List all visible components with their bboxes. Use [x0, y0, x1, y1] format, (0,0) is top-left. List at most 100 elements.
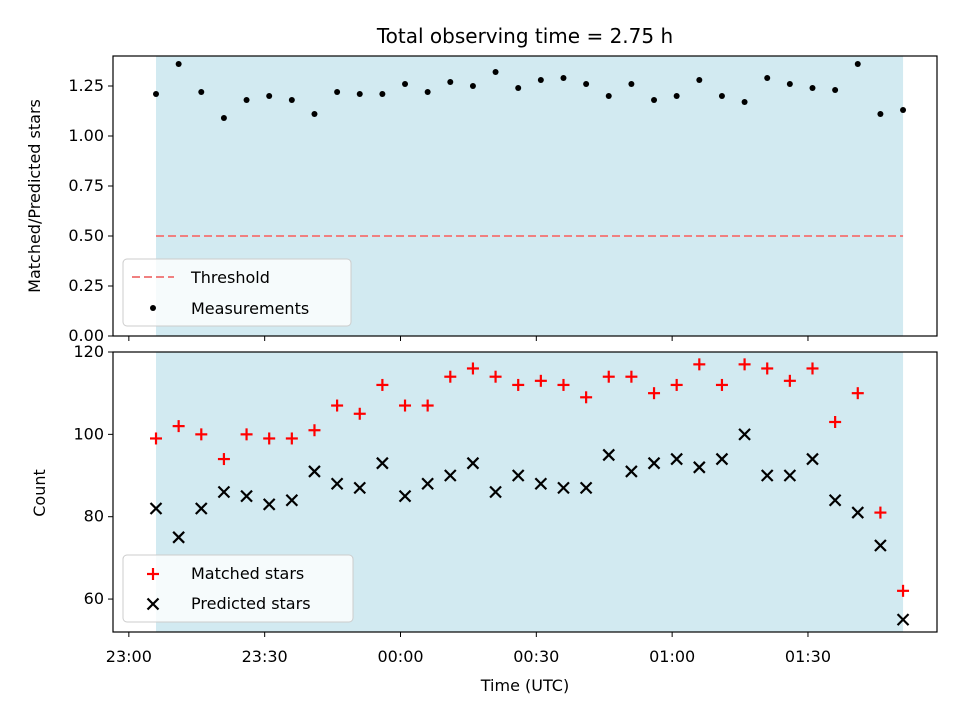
predicted-star-point	[806, 452, 819, 466]
legend-measurement-swatch	[150, 305, 156, 311]
measurement-point	[718, 93, 725, 99]
predicted-star-point	[602, 448, 616, 462]
measurement-point	[402, 81, 409, 87]
count-plot-frame	[112, 351, 938, 633]
predicted-star-point	[783, 469, 797, 482]
matched-star-point	[376, 378, 389, 391]
measurement-point	[786, 81, 793, 87]
matched-star-point	[240, 428, 253, 441]
matched-star-point	[715, 378, 728, 391]
matched-star-point	[738, 358, 751, 371]
measurement-point	[288, 97, 295, 103]
matched-star-point	[285, 432, 298, 445]
predicted-star-point	[149, 502, 163, 515]
predicted-star-point	[760, 469, 774, 482]
measurement-point	[243, 97, 250, 103]
measurement-point	[492, 69, 499, 75]
matched-star-point	[195, 428, 208, 441]
ratio-plot-frame	[112, 55, 938, 337]
predicted-star-point	[693, 461, 706, 474]
predicted-star-point	[579, 481, 593, 495]
measurement-point	[469, 83, 476, 89]
predicted-star-point	[738, 428, 751, 441]
measurement-point	[334, 89, 341, 95]
matched-star-point	[444, 370, 457, 383]
measurement-point	[515, 85, 522, 91]
measurement-point	[424, 89, 431, 95]
predicted-star-point	[851, 506, 865, 519]
matched-star-point	[217, 453, 230, 466]
measurement-point	[198, 89, 205, 95]
x-tick-label: 23:00	[106, 647, 152, 666]
predicted-star-point	[217, 485, 231, 499]
measurement-point	[741, 99, 748, 105]
ratio-y-tick-label: 0.00	[68, 326, 104, 345]
matched-star-point	[331, 399, 344, 412]
legend-matched-swatch	[147, 568, 159, 580]
measurement-point	[356, 91, 363, 97]
predicted-star-point	[715, 452, 729, 466]
predicted-star-point	[874, 539, 887, 552]
predicted-star-point	[421, 477, 434, 491]
count-y-tick-label: 80	[84, 507, 104, 526]
predicted-star-point	[896, 613, 910, 626]
measurement-point	[583, 81, 590, 87]
ratio-y-tick-label: 0.25	[68, 276, 104, 295]
measurement-point	[311, 111, 318, 117]
predicted-star-point	[330, 477, 344, 491]
predicted-star-point	[172, 531, 185, 544]
ratio-y-tick-label: 0.75	[68, 176, 104, 195]
x-tick-label: 01:30	[785, 647, 831, 666]
matched-star-point	[625, 370, 638, 383]
measurement-point	[696, 77, 703, 83]
measurement-point	[537, 77, 544, 83]
measurement-point	[560, 75, 567, 81]
count-y-tick-label: 60	[84, 589, 104, 608]
x-axis-title: Time (UTC)	[480, 676, 569, 695]
matched-star-point	[874, 506, 887, 519]
matched-star-point	[648, 387, 661, 400]
ratio-legend-box	[122, 258, 352, 327]
ratio-y-axis-title: Matched/Predicted stars	[25, 99, 44, 293]
ratio-y-tick-label: 0.50	[68, 226, 104, 245]
ratio-panel: 0.00 0.25 0.50 0.75 1.00 1.25 Threshold Measure…	[68, 55, 938, 345]
measurement-point	[877, 111, 884, 117]
matched-star-point	[829, 416, 842, 428]
predicted-star-point	[511, 469, 525, 482]
measurement-point	[379, 91, 386, 97]
measurement-point	[220, 115, 227, 121]
measurement-point	[764, 75, 771, 81]
count-legend-box	[122, 554, 354, 623]
measurement-point	[809, 85, 816, 91]
predicted-star-point	[670, 452, 683, 466]
measurement-point	[153, 91, 160, 97]
legend-measurement-label: Measurements	[191, 299, 309, 318]
matched-star-point	[761, 362, 774, 375]
measurement-point	[651, 97, 658, 103]
predicted-star-point	[444, 469, 457, 482]
matched-star-point	[421, 399, 434, 412]
measurement-point	[854, 61, 861, 67]
measurement-point	[900, 107, 907, 113]
predicted-star-point	[557, 481, 570, 495]
count-y-tick-label: 120	[73, 342, 104, 361]
chart-title: Total observing time = 2.75 h	[376, 24, 673, 48]
matched-star-point	[693, 358, 706, 371]
measurement-point	[673, 93, 680, 99]
matched-star-point	[851, 387, 864, 400]
predicted-star-point	[195, 502, 208, 515]
matched-star-point	[670, 378, 683, 391]
count-y-axis-title: Count	[30, 469, 49, 517]
matched-star-point	[399, 399, 412, 412]
predicted-star-point	[376, 456, 389, 470]
matched-star-point	[150, 432, 163, 445]
matched-star-point	[512, 378, 525, 391]
matched-star-point	[557, 378, 570, 391]
predicted-star-point	[828, 493, 842, 507]
predicted-star-point	[647, 456, 661, 470]
count-panel: 60 80 100 120 23:00 23:30 00:00 00:30 01:00 01:30…	[73, 342, 938, 666]
measurement-point	[628, 81, 635, 87]
predicted-star-point	[285, 493, 299, 507]
ratio-legend: Threshold Measurements	[122, 258, 352, 327]
